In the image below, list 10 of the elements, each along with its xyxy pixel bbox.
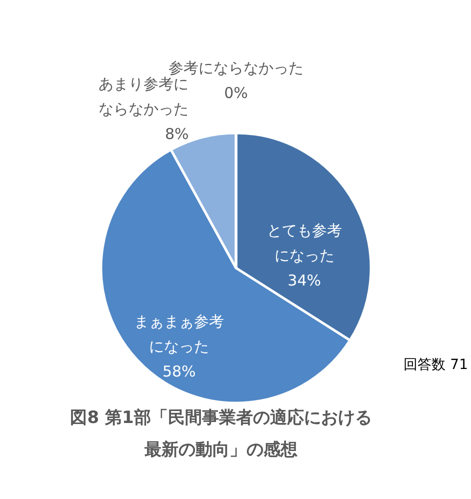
data-label: 34% (288, 271, 322, 290)
text: 回答数 71 (404, 357, 468, 373)
text: 0% (224, 84, 248, 102)
data-label: 8% (164, 124, 189, 143)
category-label: 参考にならなかった (168, 59, 304, 77)
data-label: 58% (162, 362, 196, 380)
slice-label: まぁまぁ参考になった (134, 312, 224, 356)
text: 図8 第1部「民間事業者の適応における最新の動向」の感想 (70, 408, 372, 460)
slice-label: とても参考になった (266, 221, 342, 264)
slice-label: あまり参考にならなかった (98, 74, 189, 118)
